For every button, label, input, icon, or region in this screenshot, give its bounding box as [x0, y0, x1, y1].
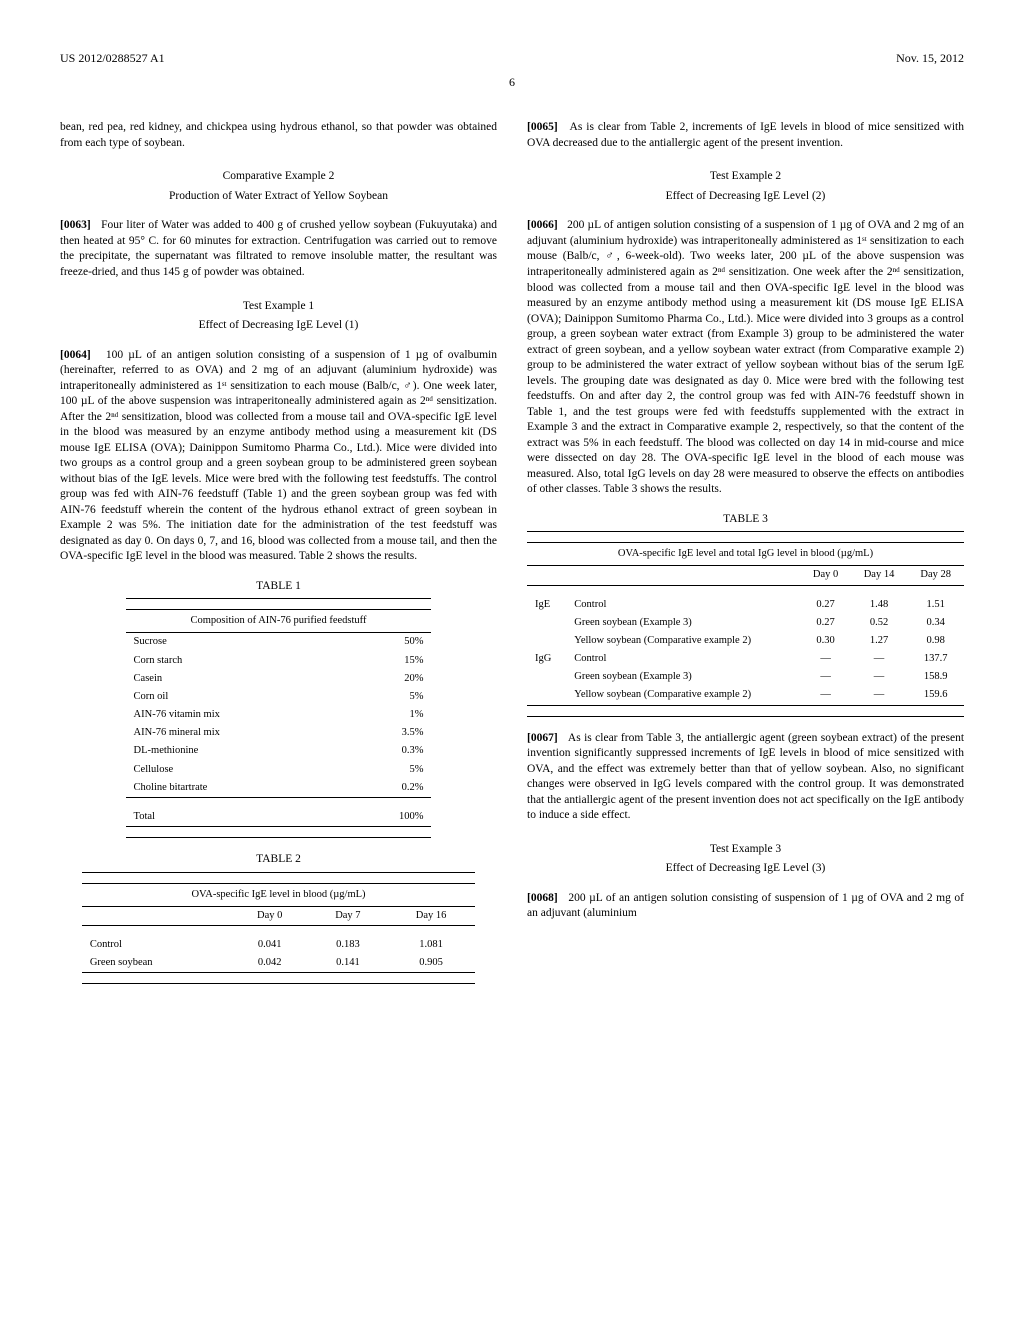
table-row: Corn oil5%: [126, 688, 432, 706]
table-row: Green soybean (Example 3) — — 158.9: [527, 668, 964, 686]
table-row: Sucrose50%: [126, 633, 432, 652]
test-example-3-heading: Test Example 3: [527, 842, 964, 858]
para-num-66: [0066]: [527, 219, 558, 231]
table-row: Yellow soybean (Comparative example 2) 0…: [527, 632, 964, 650]
para-num-67: [0067]: [527, 732, 558, 744]
table-3-title: OVA-specific IgE level and total IgG lev…: [527, 543, 964, 566]
table-header-row: Day 0 Day 7 Day 16: [82, 906, 475, 925]
table-2: OVA-specific IgE level in blood (µg/mL) …: [82, 872, 475, 985]
pub-date: Nov. 15, 2012: [896, 50, 964, 66]
right-column: [0065] As is clear from Table 2, increme…: [527, 120, 964, 998]
table-row: Choline bitartrate0.2%: [126, 779, 432, 798]
two-column-layout: bean, red pea, red kidney, and chickpea …: [60, 120, 964, 998]
table-row: AIN-76 mineral mix3.5%: [126, 724, 432, 742]
table-row: IgG Control — — 137.7: [527, 650, 964, 668]
comp-example-2-heading: Comparative Example 2: [60, 169, 497, 185]
table-1: Composition of AIN-76 purified feedstuff…: [126, 598, 432, 838]
table-row: Control 0.041 0.183 1.081: [82, 936, 475, 954]
para-64-text: 100 µL of an antigen solution consisting…: [60, 349, 497, 563]
table-2-label: TABLE 2: [60, 852, 497, 868]
table-row: Cellulose5%: [126, 761, 432, 779]
test-example-2-heading: Test Example 2: [527, 169, 964, 185]
table-row: IgE Control 0.27 1.48 1.51: [527, 596, 964, 614]
table-row: Casein20%: [126, 670, 432, 688]
para-63-text: Four liter of Water was added to 400 g o…: [60, 219, 497, 278]
table-2-title: OVA-specific IgE level in blood (µg/mL): [82, 883, 475, 906]
table-1-title: Composition of AIN-76 purified feedstuff: [126, 610, 432, 633]
table-row: AIN-76 vitamin mix1%: [126, 706, 432, 724]
table-total-row: Total100%: [126, 808, 432, 827]
test-example-2-sub: Effect of Decreasing IgE Level (2): [527, 189, 964, 205]
table-row: DL-methionine0.3%: [126, 742, 432, 760]
table-row: Yellow soybean (Comparative example 2) —…: [527, 686, 964, 705]
para-68-text: 200 µL of an antigen solution consisting…: [527, 892, 964, 920]
paragraph-66: [0066] 200 µL of antigen solution consis…: [527, 218, 964, 497]
paragraph-64: [0064] 100 µL of an antigen solution con…: [60, 348, 497, 565]
para-num-68: [0068]: [527, 892, 558, 904]
table-row: Green soybean (Example 3) 0.27 0.52 0.34: [527, 614, 964, 632]
paragraph-63: [0063] Four liter of Water was added to …: [60, 218, 497, 280]
paragraph-67: [0067] As is clear from Table 3, the ant…: [527, 731, 964, 824]
para-num-63: [0063]: [60, 219, 91, 231]
para-67-text: As is clear from Table 3, the antiallerg…: [527, 732, 964, 822]
table-header-row: Day 0 Day 14 Day 28: [527, 566, 964, 585]
paragraph-68: [0068] 200 µL of an antigen solution con…: [527, 891, 964, 922]
page-header: US 2012/0288527 A1 Nov. 15, 2012: [60, 50, 964, 66]
test-example-1-heading: Test Example 1: [60, 299, 497, 315]
left-column: bean, red pea, red kidney, and chickpea …: [60, 120, 497, 998]
comp-example-2-sub: Production of Water Extract of Yellow So…: [60, 189, 497, 205]
paragraph-cont: bean, red pea, red kidney, and chickpea …: [60, 120, 497, 151]
para-66-text: 200 µL of antigen solution consisting of…: [527, 219, 964, 495]
para-num-64: [0064]: [60, 349, 91, 361]
test-example-3-sub: Effect of Decreasing IgE Level (3): [527, 861, 964, 877]
para-65-text: As is clear from Table 2, increments of …: [527, 121, 964, 149]
test-example-1-sub: Effect of Decreasing IgE Level (1): [60, 318, 497, 334]
table-3-label: TABLE 3: [527, 512, 964, 528]
page-number: 6: [60, 74, 964, 90]
table-3: OVA-specific IgE level and total IgG lev…: [527, 531, 964, 716]
paragraph-65: [0065] As is clear from Table 2, increme…: [527, 120, 964, 151]
para-num-65: [0065]: [527, 121, 558, 133]
table-row: Corn starch15%: [126, 652, 432, 670]
table-row: Green soybean 0.042 0.141 0.905: [82, 954, 475, 973]
table-1-label: TABLE 1: [60, 579, 497, 595]
pub-number: US 2012/0288527 A1: [60, 50, 165, 66]
